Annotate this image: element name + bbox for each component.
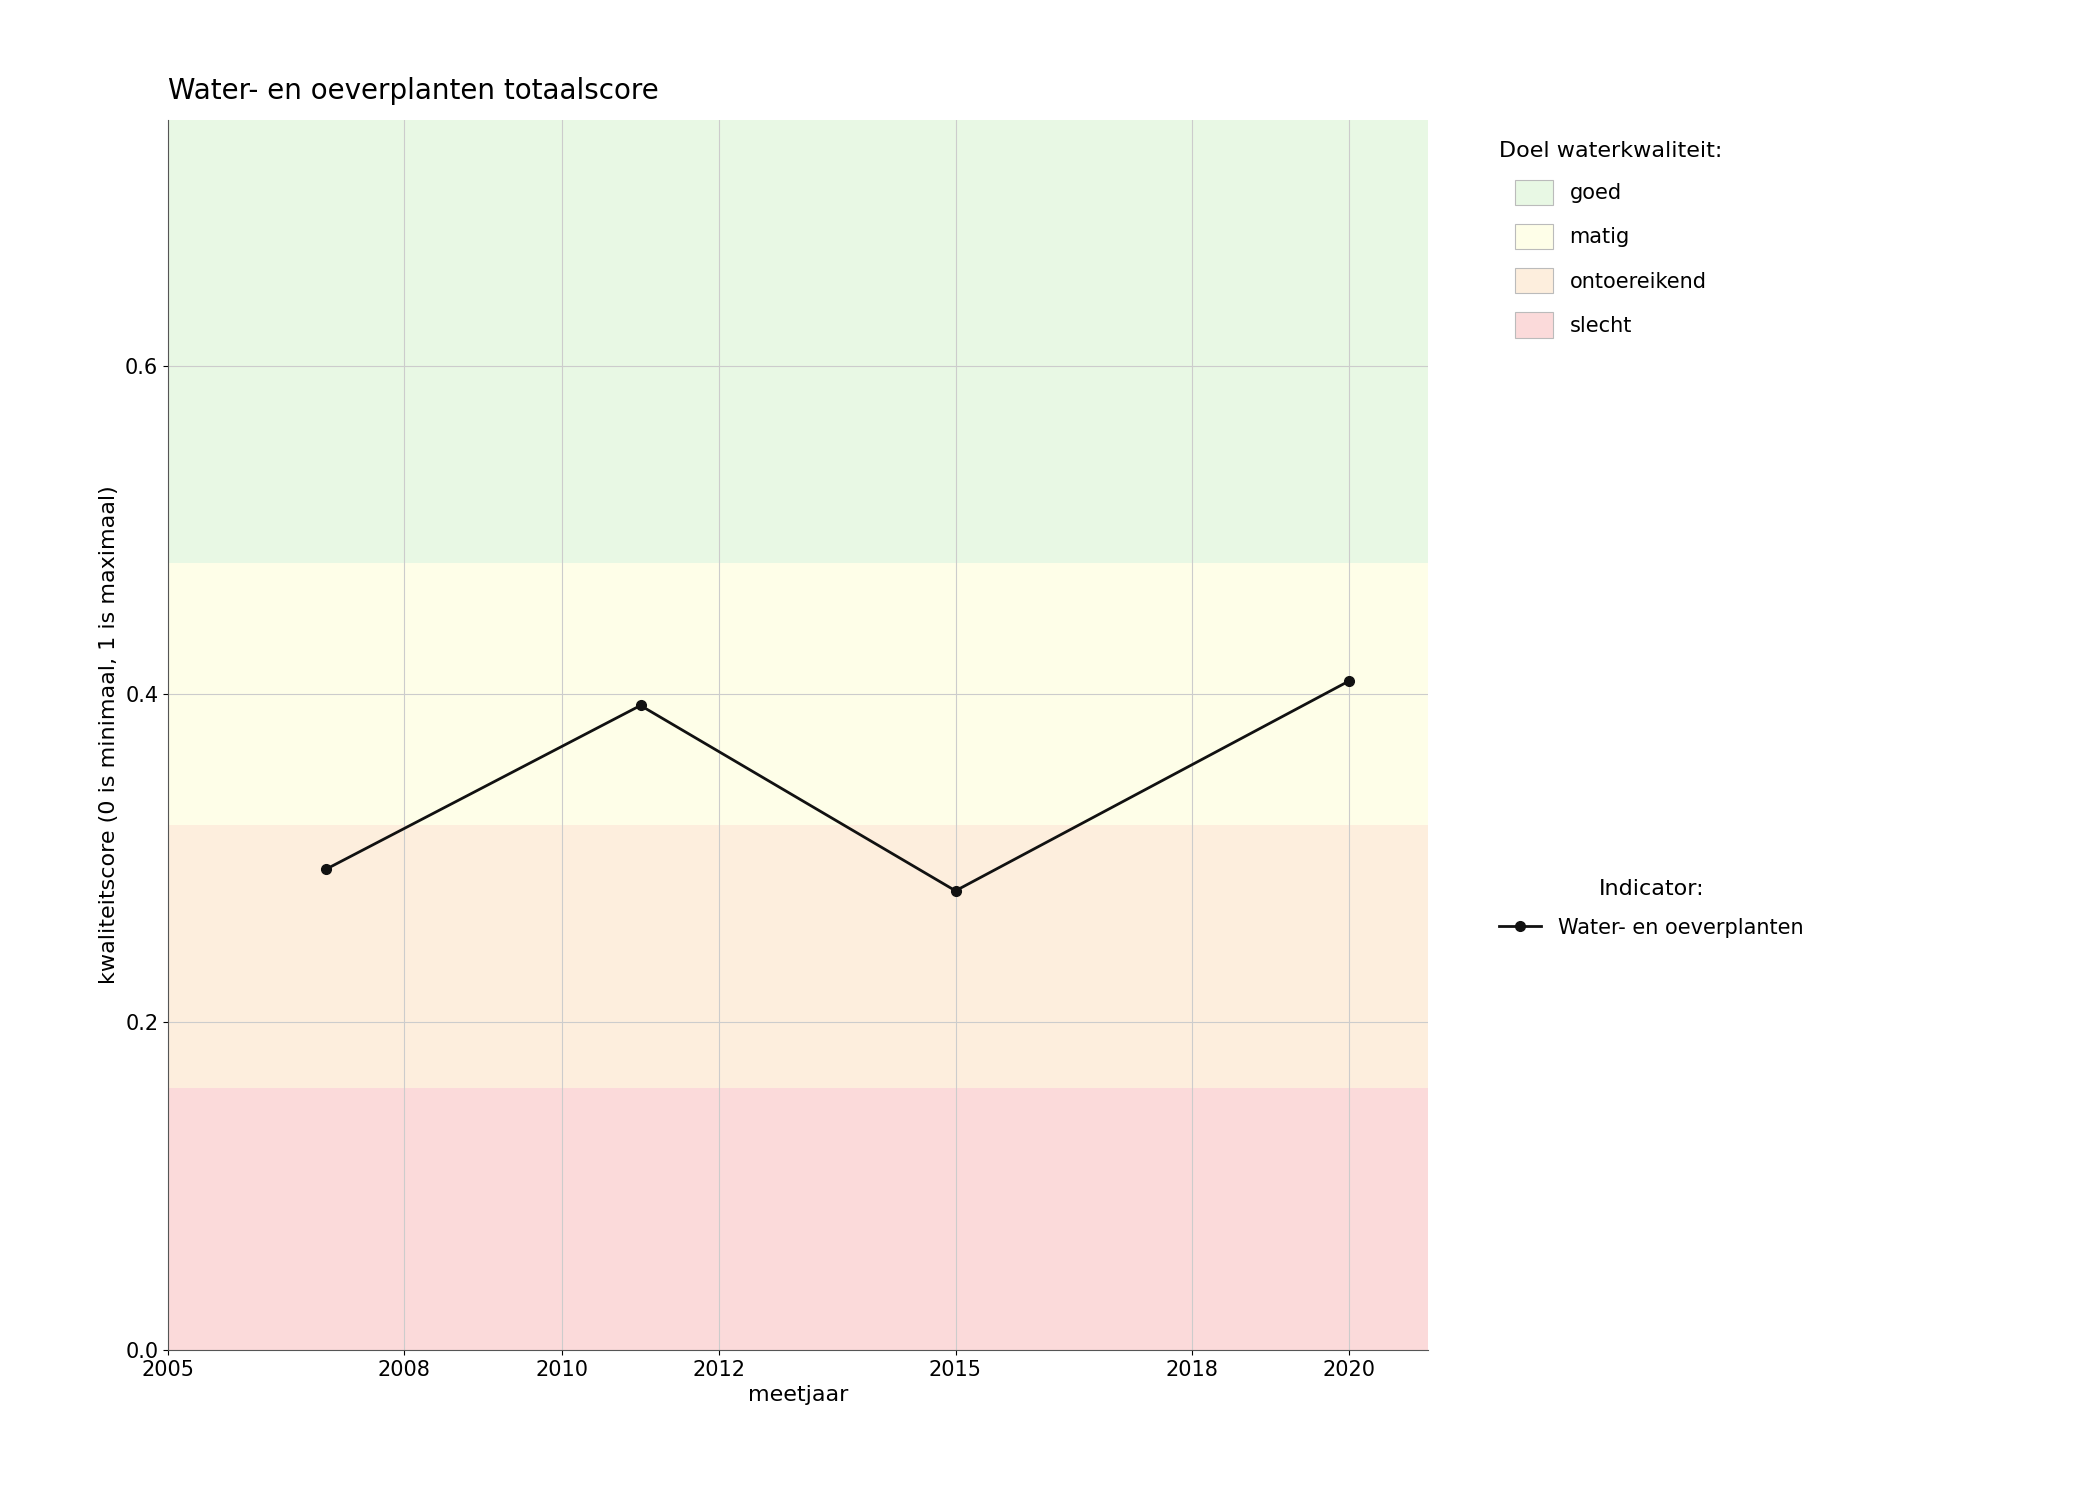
Y-axis label: kwaliteitscore (0 is minimaal, 1 is maximaal): kwaliteitscore (0 is minimaal, 1 is maxi… — [99, 486, 120, 984]
Bar — [168, 1088, 1428, 1350]
Bar — [168, 120, 1428, 562]
Legend: Water- en oeverplanten: Water- en oeverplanten — [1489, 868, 1814, 948]
Text: Water- en oeverplanten totaalscore: Water- en oeverplanten totaalscore — [168, 76, 659, 105]
X-axis label: meetjaar: meetjaar — [748, 1386, 848, 1406]
Bar — [168, 562, 1428, 825]
Bar — [168, 825, 1428, 1088]
